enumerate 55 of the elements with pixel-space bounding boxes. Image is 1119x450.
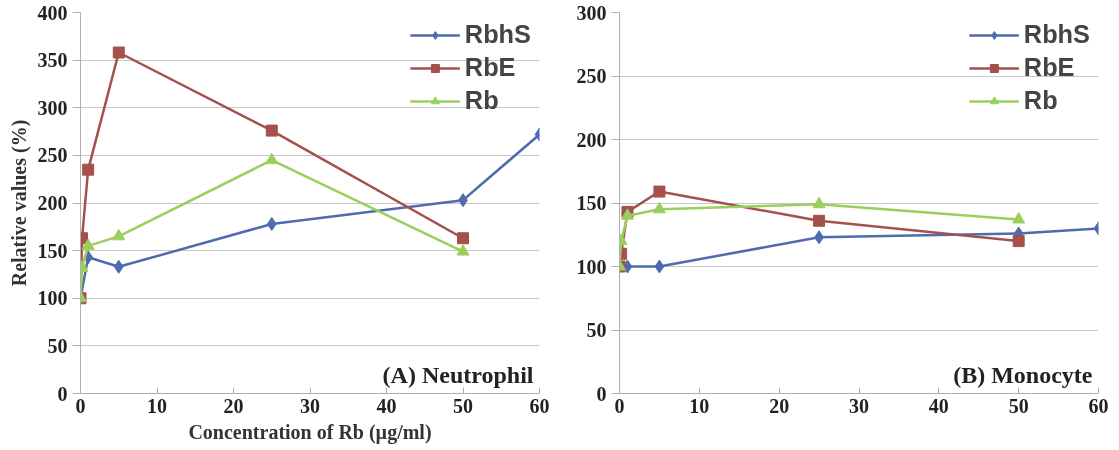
y-tick-label: 250 bbox=[576, 65, 607, 87]
point bbox=[654, 259, 665, 274]
point bbox=[266, 216, 277, 231]
x-tick-label: 50 bbox=[453, 394, 473, 417]
x-axis-title: Concentration of Rb (µg/ml) bbox=[188, 420, 432, 444]
annotation: (A) Neutrophil bbox=[382, 361, 534, 388]
x-tick-label: 40 bbox=[928, 394, 949, 417]
legend-label: Rb bbox=[464, 86, 499, 115]
y-tick-label: 50 bbox=[47, 334, 68, 357]
legend-label: RbhS bbox=[1023, 20, 1090, 49]
point bbox=[81, 238, 95, 250]
x-tick-label: 20 bbox=[769, 394, 790, 417]
y-tick-label: 300 bbox=[576, 1, 607, 24]
point bbox=[112, 46, 125, 59]
point bbox=[82, 163, 95, 176]
x-tick-label: 30 bbox=[849, 394, 869, 417]
point bbox=[265, 124, 278, 137]
point bbox=[457, 232, 469, 245]
y-tick-label: 150 bbox=[37, 239, 68, 262]
point bbox=[265, 152, 279, 165]
y-tick-label: 100 bbox=[576, 255, 607, 278]
x-tick-label: 10 bbox=[147, 394, 167, 417]
point bbox=[813, 214, 826, 227]
x-tick-label: 60 bbox=[529, 394, 550, 417]
y-tick-label: 200 bbox=[576, 128, 607, 151]
y-tick-label: 350 bbox=[37, 49, 68, 72]
point bbox=[812, 196, 826, 209]
x-tick-label: 30 bbox=[300, 394, 320, 417]
y-tick-label: 150 bbox=[576, 192, 607, 214]
legend-label: RbE bbox=[1023, 53, 1075, 82]
legend-label: RbhS bbox=[464, 20, 531, 49]
annotation: (B) Monocyte bbox=[953, 361, 1093, 388]
y-tick-label: 400 bbox=[37, 1, 68, 24]
x-tick-label: 50 bbox=[1008, 394, 1029, 417]
point bbox=[456, 244, 470, 256]
point bbox=[653, 185, 666, 198]
point bbox=[112, 228, 126, 241]
x-tick-label: 60 bbox=[1088, 394, 1109, 417]
y-tick-label: 100 bbox=[37, 287, 68, 310]
point bbox=[1012, 212, 1026, 224]
y-tick-label: 300 bbox=[37, 96, 68, 119]
x-tick-label: 40 bbox=[376, 394, 397, 417]
x-tick-label: 20 bbox=[223, 394, 244, 417]
y-tick-label: 200 bbox=[37, 192, 68, 214]
legend-label: Rb bbox=[1023, 86, 1058, 115]
legend-label: RbE bbox=[464, 53, 516, 82]
point bbox=[652, 201, 666, 214]
x-tick-label: 10 bbox=[689, 394, 710, 417]
y-axis-title: Relative values (%) bbox=[7, 119, 31, 287]
point bbox=[113, 259, 124, 274]
y-tick-label: 50 bbox=[586, 319, 607, 341]
x-tick-label: 0 bbox=[614, 394, 625, 417]
y-tick-label: 250 bbox=[37, 144, 68, 167]
point bbox=[1012, 235, 1025, 248]
x-tick-label: 0 bbox=[75, 394, 86, 417]
